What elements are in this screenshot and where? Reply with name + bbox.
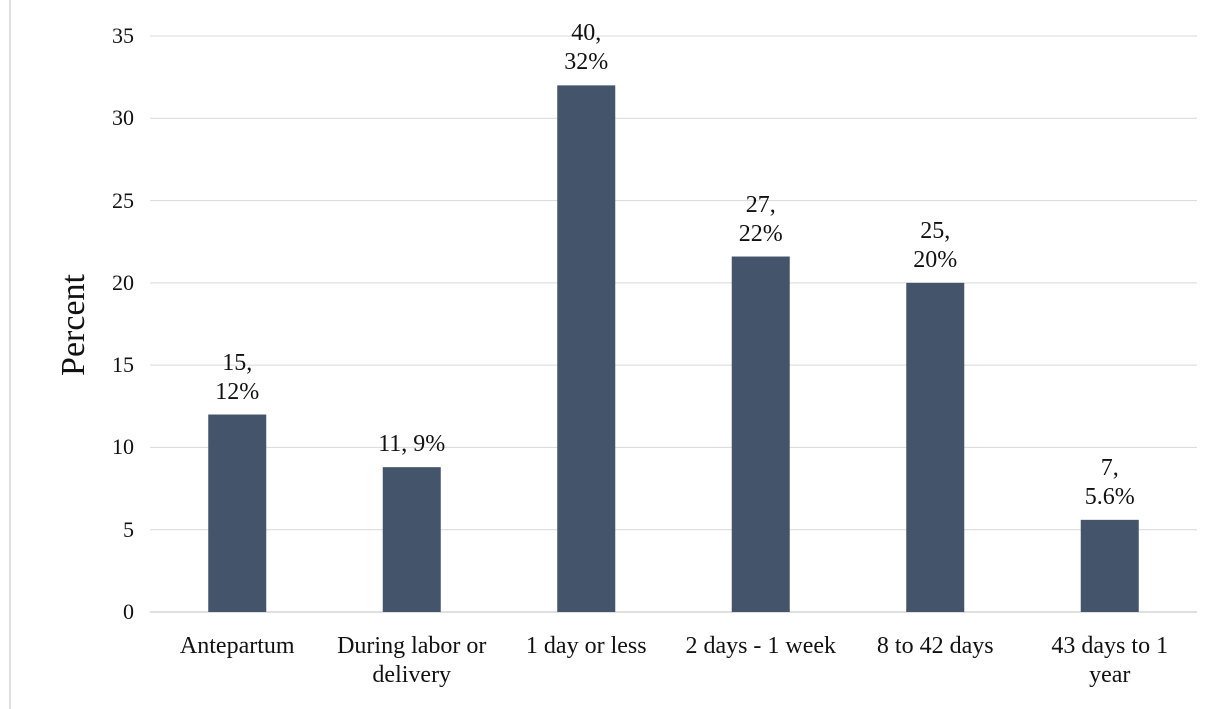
y-tick-label: 5 [123, 516, 134, 542]
x-tick-label: 1 day or less [525, 633, 647, 659]
data-label: 15, 12% [215, 349, 260, 405]
y-tick-label: 35 [112, 23, 134, 48]
bar [208, 414, 267, 612]
y-tick-label: 25 [112, 187, 134, 213]
y-tick-label: 30 [112, 105, 134, 131]
bar [906, 282, 965, 612]
bar [1080, 519, 1139, 612]
y-tick-label: 0 [123, 599, 134, 624]
bar [731, 256, 790, 612]
data-label: 25, 20% [913, 217, 958, 273]
data-label: 11, 9% [378, 431, 446, 458]
data-label: 27, 22% [738, 191, 783, 247]
data-label: 40, 32% [564, 20, 609, 76]
y-tick-label: 15 [112, 352, 134, 378]
y-tick-label: 20 [112, 269, 134, 295]
bar [382, 467, 441, 612]
bar [557, 85, 616, 612]
data-label: 7, 5.6% [1084, 454, 1135, 510]
y-axis-label: Percent [55, 273, 92, 376]
x-tick-label: During labor or delivery [337, 633, 487, 688]
x-tick-label: 2 days - 1 week [685, 633, 837, 659]
y-tick-label: 10 [112, 434, 134, 460]
x-tick-label: 8 to 42 days [876, 633, 994, 659]
x-tick-label: Antepartum [179, 633, 295, 659]
x-tick-label: 43 days to 1 year [1051, 633, 1169, 688]
